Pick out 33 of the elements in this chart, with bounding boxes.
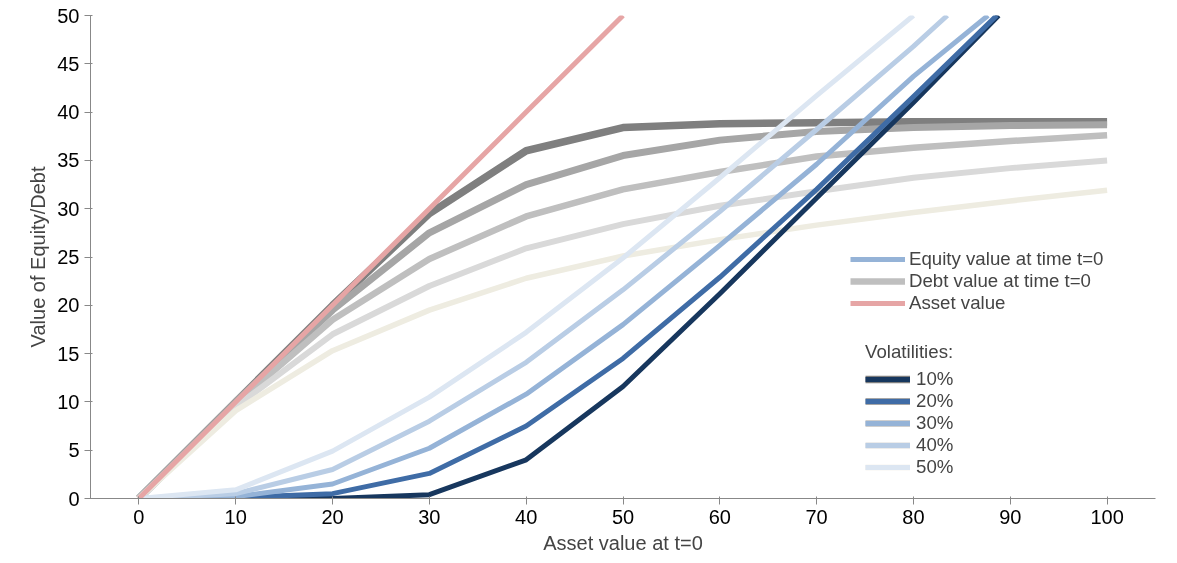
x-axis-title: Asset value at t=0: [543, 531, 703, 554]
legend-label: Asset value: [909, 292, 1006, 314]
legend-label: 20%: [916, 390, 954, 412]
x-tick-label: 80: [902, 505, 925, 528]
x-tick-label: 20: [321, 505, 344, 528]
annotation: Equity value at time t=0: [909, 248, 1104, 270]
x-tick-label: 30: [418, 505, 441, 528]
legend-label: 50%: [916, 456, 954, 478]
x-tick-label: 100: [1090, 505, 1124, 528]
x-tick-label: 60: [708, 505, 731, 528]
annotation: Debt value at time t=0: [909, 270, 1091, 292]
x-tick-label: 90: [999, 505, 1022, 528]
x-tick-label: 0: [133, 505, 145, 528]
y-tick-label: 25: [57, 246, 80, 268]
y-tick-label: 30: [57, 197, 80, 220]
y-tick-label: 0: [68, 487, 80, 510]
y-tick-label: 45: [57, 52, 80, 75]
x-tick-label: 50: [611, 505, 635, 528]
legend-label: 40%: [916, 434, 954, 456]
x-tick-label: 10: [224, 505, 247, 528]
y-tick-label: 35: [57, 149, 80, 172]
y-tick-label: 50: [57, 4, 80, 27]
y-tick-label: 10: [57, 390, 80, 413]
y-tick-label: 5: [68, 439, 80, 462]
y-tick-label: 20: [57, 294, 80, 317]
y-tick-label: 40: [57, 101, 80, 124]
legend-title: Volatilities:: [865, 341, 954, 363]
legend-label: 30%: [916, 412, 954, 434]
y-axis-title: Value of Equity/Debt: [27, 166, 50, 348]
legend-label: 10%: [916, 368, 954, 390]
x-tick-label: 70: [805, 505, 828, 528]
x-tick-label: 40: [515, 505, 538, 528]
y-tick-label: 15: [57, 342, 80, 365]
